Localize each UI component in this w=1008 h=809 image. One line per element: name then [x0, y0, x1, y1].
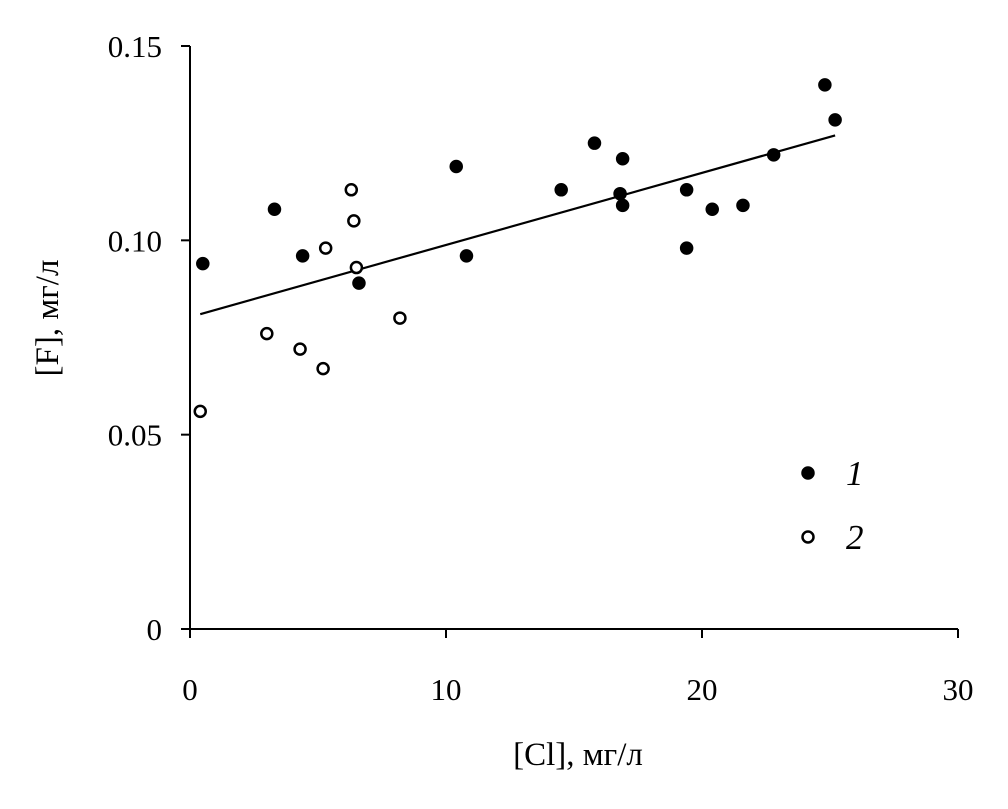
data-point-series-1	[766, 148, 781, 162]
x-tick-label: 0	[182, 672, 198, 707]
data-point-series-1	[449, 159, 463, 174]
data-point-series-1	[295, 249, 310, 263]
legend-label-series-1: 1	[846, 454, 864, 493]
y-tick-label: 0.05	[108, 418, 162, 453]
plot-area	[193, 78, 842, 419]
legend: 1 2	[801, 454, 864, 557]
data-point-series-2	[293, 342, 307, 356]
data-point-series-1	[736, 198, 750, 213]
data-point-series-2	[316, 361, 330, 376]
data-point-series-1	[818, 78, 832, 92]
data-point-series-2	[193, 404, 207, 419]
legend-marker-series-2	[801, 530, 815, 544]
x-tick-label: 20	[687, 672, 718, 707]
data-point-series-1	[613, 186, 627, 201]
y-tick-label: 0.15	[108, 29, 162, 64]
data-point-series-1	[828, 113, 842, 127]
data-point-series-1	[459, 249, 474, 263]
y-axis-label: [F], мг/л	[30, 260, 66, 377]
data-point-series-1	[352, 276, 366, 290]
legend-marker-series-1	[801, 466, 815, 480]
data-point-series-2	[344, 183, 359, 197]
data-point-series-1	[679, 183, 694, 197]
data-point-series-1	[267, 202, 282, 216]
x-tick-label: 10	[431, 672, 462, 707]
data-point-series-2	[349, 260, 364, 275]
data-point-series-2	[393, 311, 407, 325]
y-tick-label: 0	[147, 612, 163, 647]
y-tick-label: 0.10	[108, 223, 162, 258]
x-ticks: 0 10 20 30	[182, 629, 974, 707]
data-point-series-1	[705, 202, 719, 216]
data-point-series-2	[318, 241, 333, 255]
axes	[189, 46, 958, 630]
legend-label-series-2: 2	[846, 518, 864, 557]
data-point-series-1	[615, 151, 630, 166]
trend-line	[199, 134, 836, 316]
x-tick-label: 30	[943, 672, 974, 707]
data-point-series-1	[615, 198, 630, 213]
data-point-series-2	[260, 326, 274, 341]
data-points	[193, 78, 842, 419]
data-point-series-1	[587, 136, 602, 150]
data-point-series-1	[679, 241, 694, 255]
x-axis-label: [Cl], мг/л	[513, 737, 643, 773]
data-point-series-1	[554, 183, 568, 197]
data-point-series-2	[347, 214, 361, 228]
y-ticks: 0 0.05 0.10 0.15	[108, 29, 190, 647]
data-point-series-1	[196, 256, 210, 271]
